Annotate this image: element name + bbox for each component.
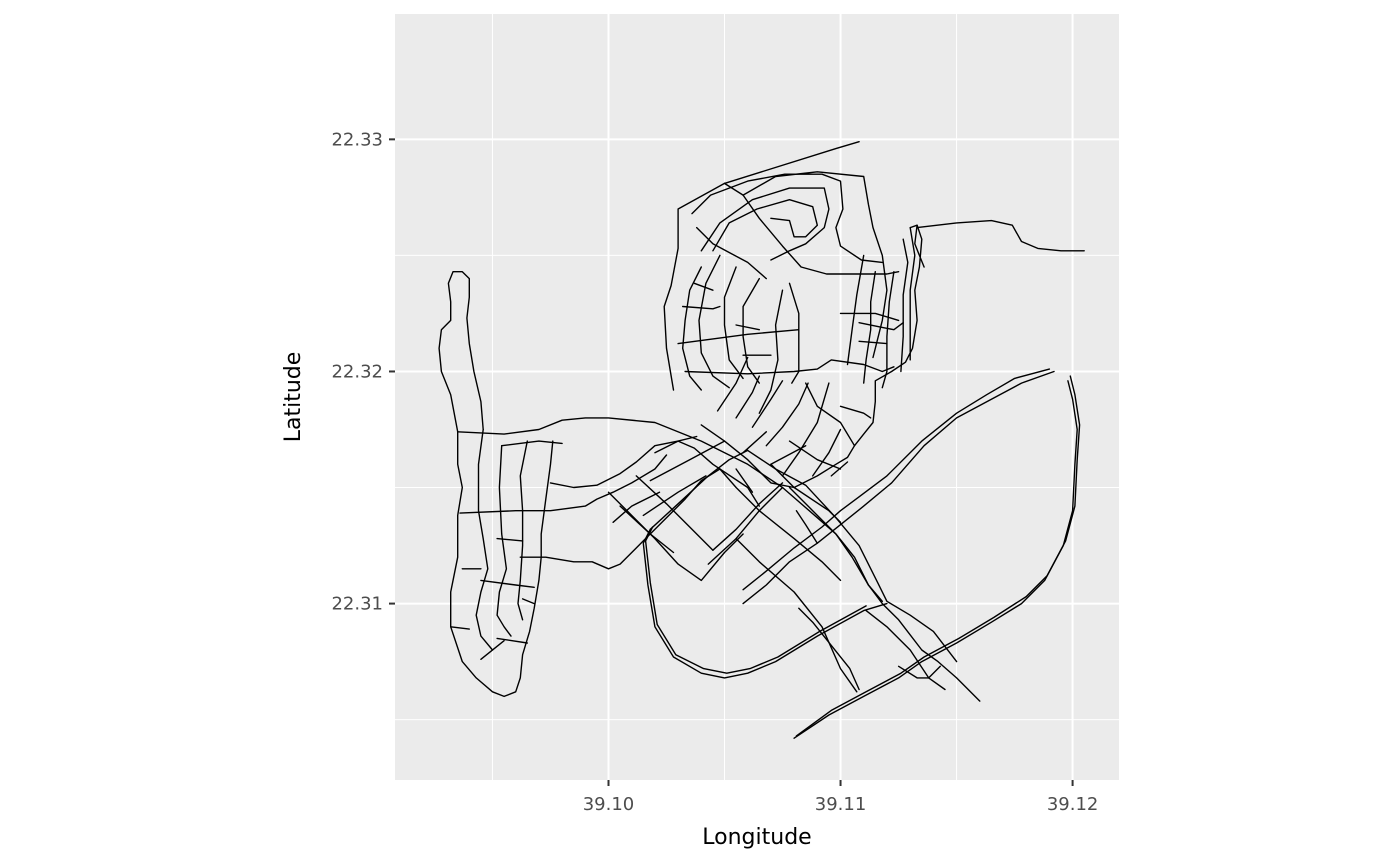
road-segment <box>793 380 1078 739</box>
road-segment <box>881 271 895 389</box>
y-axis-title: Latitude <box>281 352 306 443</box>
road-segment <box>914 224 925 268</box>
road-segment <box>742 431 767 454</box>
road-segment <box>719 468 842 582</box>
road-segment <box>496 445 512 637</box>
road-segment <box>712 199 818 252</box>
road-segment <box>642 528 888 679</box>
road-segment <box>682 305 721 310</box>
road-segment <box>788 282 800 384</box>
road-segment <box>698 254 730 389</box>
road-segment <box>839 312 900 322</box>
plot-panel-background <box>395 14 1119 780</box>
road-segment <box>788 486 883 602</box>
grid-lines <box>395 14 1119 780</box>
road-segment <box>723 266 744 380</box>
road-segment <box>549 440 760 507</box>
road-segment <box>865 609 946 691</box>
road-segment <box>863 271 876 384</box>
road-segment <box>712 482 784 551</box>
x-axis-title: Longitude <box>702 825 811 850</box>
road-segment <box>496 637 528 644</box>
road-segment <box>649 440 726 482</box>
road-segment <box>742 368 1051 591</box>
road-segment <box>858 322 904 331</box>
road-segment <box>521 598 535 605</box>
road-segment <box>916 219 1085 252</box>
road-segment <box>788 440 842 470</box>
road-segment <box>459 454 668 514</box>
road-segment <box>612 491 661 523</box>
road-segment <box>700 382 856 489</box>
road-segment <box>798 607 860 691</box>
road-segment <box>909 226 916 361</box>
road-segment <box>897 665 941 679</box>
road-segment <box>682 266 702 391</box>
road-segment <box>747 449 958 663</box>
road-segment <box>707 486 784 565</box>
road-segment <box>716 356 749 412</box>
y-axis: 22.31 22.32 22.33 <box>331 129 395 615</box>
road-network <box>438 141 1085 739</box>
road-segment <box>830 461 849 477</box>
road-segment <box>696 226 767 280</box>
road-segment <box>517 440 528 621</box>
road-segment <box>735 375 760 419</box>
road-segment <box>742 277 760 384</box>
road-segment <box>649 449 749 530</box>
road-segment <box>475 428 494 651</box>
x-tick-label: 39.10 <box>583 794 635 815</box>
road-segment <box>846 254 865 366</box>
x-tick-label: 39.11 <box>815 794 867 815</box>
y-tick-label: 22.31 <box>331 594 383 615</box>
road-segment <box>438 271 484 433</box>
road-segment <box>693 282 714 291</box>
road-segment <box>735 324 760 331</box>
road-segment <box>663 182 726 391</box>
road-segment <box>751 380 784 428</box>
road-segment <box>853 224 923 447</box>
road-segment <box>770 445 807 465</box>
road-segment <box>723 141 860 185</box>
road-segment <box>812 428 842 477</box>
road-segment <box>858 340 888 345</box>
x-axis: 39.10 39.11 39.12 <box>583 780 1099 815</box>
road-segment <box>795 510 818 544</box>
road-segment <box>735 468 754 493</box>
road-segment <box>635 475 714 551</box>
road-segment <box>684 359 895 375</box>
road-segment <box>700 187 830 261</box>
road-segment <box>450 626 470 630</box>
road-segment <box>677 329 800 345</box>
road-segment <box>644 526 867 674</box>
y-tick-label: 22.33 <box>331 129 383 150</box>
road-segment <box>900 238 909 373</box>
road-segment <box>619 505 675 554</box>
road-segment <box>691 173 883 264</box>
y-tick-label: 22.32 <box>331 361 383 382</box>
road-segment <box>765 382 809 447</box>
road-segment <box>501 440 563 447</box>
road-segment <box>742 370 1055 605</box>
road-segment <box>480 640 505 660</box>
road-segment <box>642 475 707 517</box>
road-segment <box>795 375 1081 737</box>
road-segment <box>839 405 872 419</box>
road-segment <box>758 289 784 414</box>
road-segment <box>781 382 830 477</box>
road-segment <box>480 579 535 588</box>
road-segment <box>735 537 858 693</box>
road-segment <box>450 431 554 698</box>
road-segment <box>457 417 981 702</box>
road-segment <box>496 537 524 542</box>
x-tick-label: 39.12 <box>1047 794 1099 815</box>
